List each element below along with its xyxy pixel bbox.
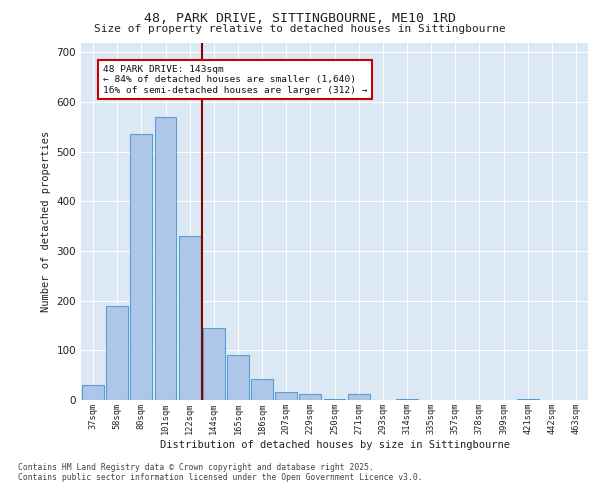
Bar xyxy=(130,134,152,400)
Bar xyxy=(106,306,128,400)
Bar xyxy=(227,356,249,400)
Bar xyxy=(517,398,539,400)
Bar xyxy=(155,117,176,400)
Text: Size of property relative to detached houses in Sittingbourne: Size of property relative to detached ho… xyxy=(94,24,506,34)
Bar xyxy=(203,328,224,400)
Bar xyxy=(275,392,297,400)
Text: Contains HM Land Registry data © Crown copyright and database right 2025.: Contains HM Land Registry data © Crown c… xyxy=(18,462,374,471)
Bar xyxy=(396,398,418,400)
Bar xyxy=(179,236,200,400)
Text: 48 PARK DRIVE: 143sqm
← 84% of detached houses are smaller (1,640)
16% of semi-d: 48 PARK DRIVE: 143sqm ← 84% of detached … xyxy=(103,65,367,94)
Bar xyxy=(82,385,104,400)
Text: Contains public sector information licensed under the Open Government Licence v3: Contains public sector information licen… xyxy=(18,472,422,482)
Y-axis label: Number of detached properties: Number of detached properties xyxy=(41,130,51,312)
Text: 48, PARK DRIVE, SITTINGBOURNE, ME10 1RD: 48, PARK DRIVE, SITTINGBOURNE, ME10 1RD xyxy=(144,12,456,26)
Bar xyxy=(251,379,273,400)
X-axis label: Distribution of detached houses by size in Sittingbourne: Distribution of detached houses by size … xyxy=(160,440,509,450)
Bar xyxy=(323,398,346,400)
Bar xyxy=(348,394,370,400)
Bar xyxy=(299,394,321,400)
